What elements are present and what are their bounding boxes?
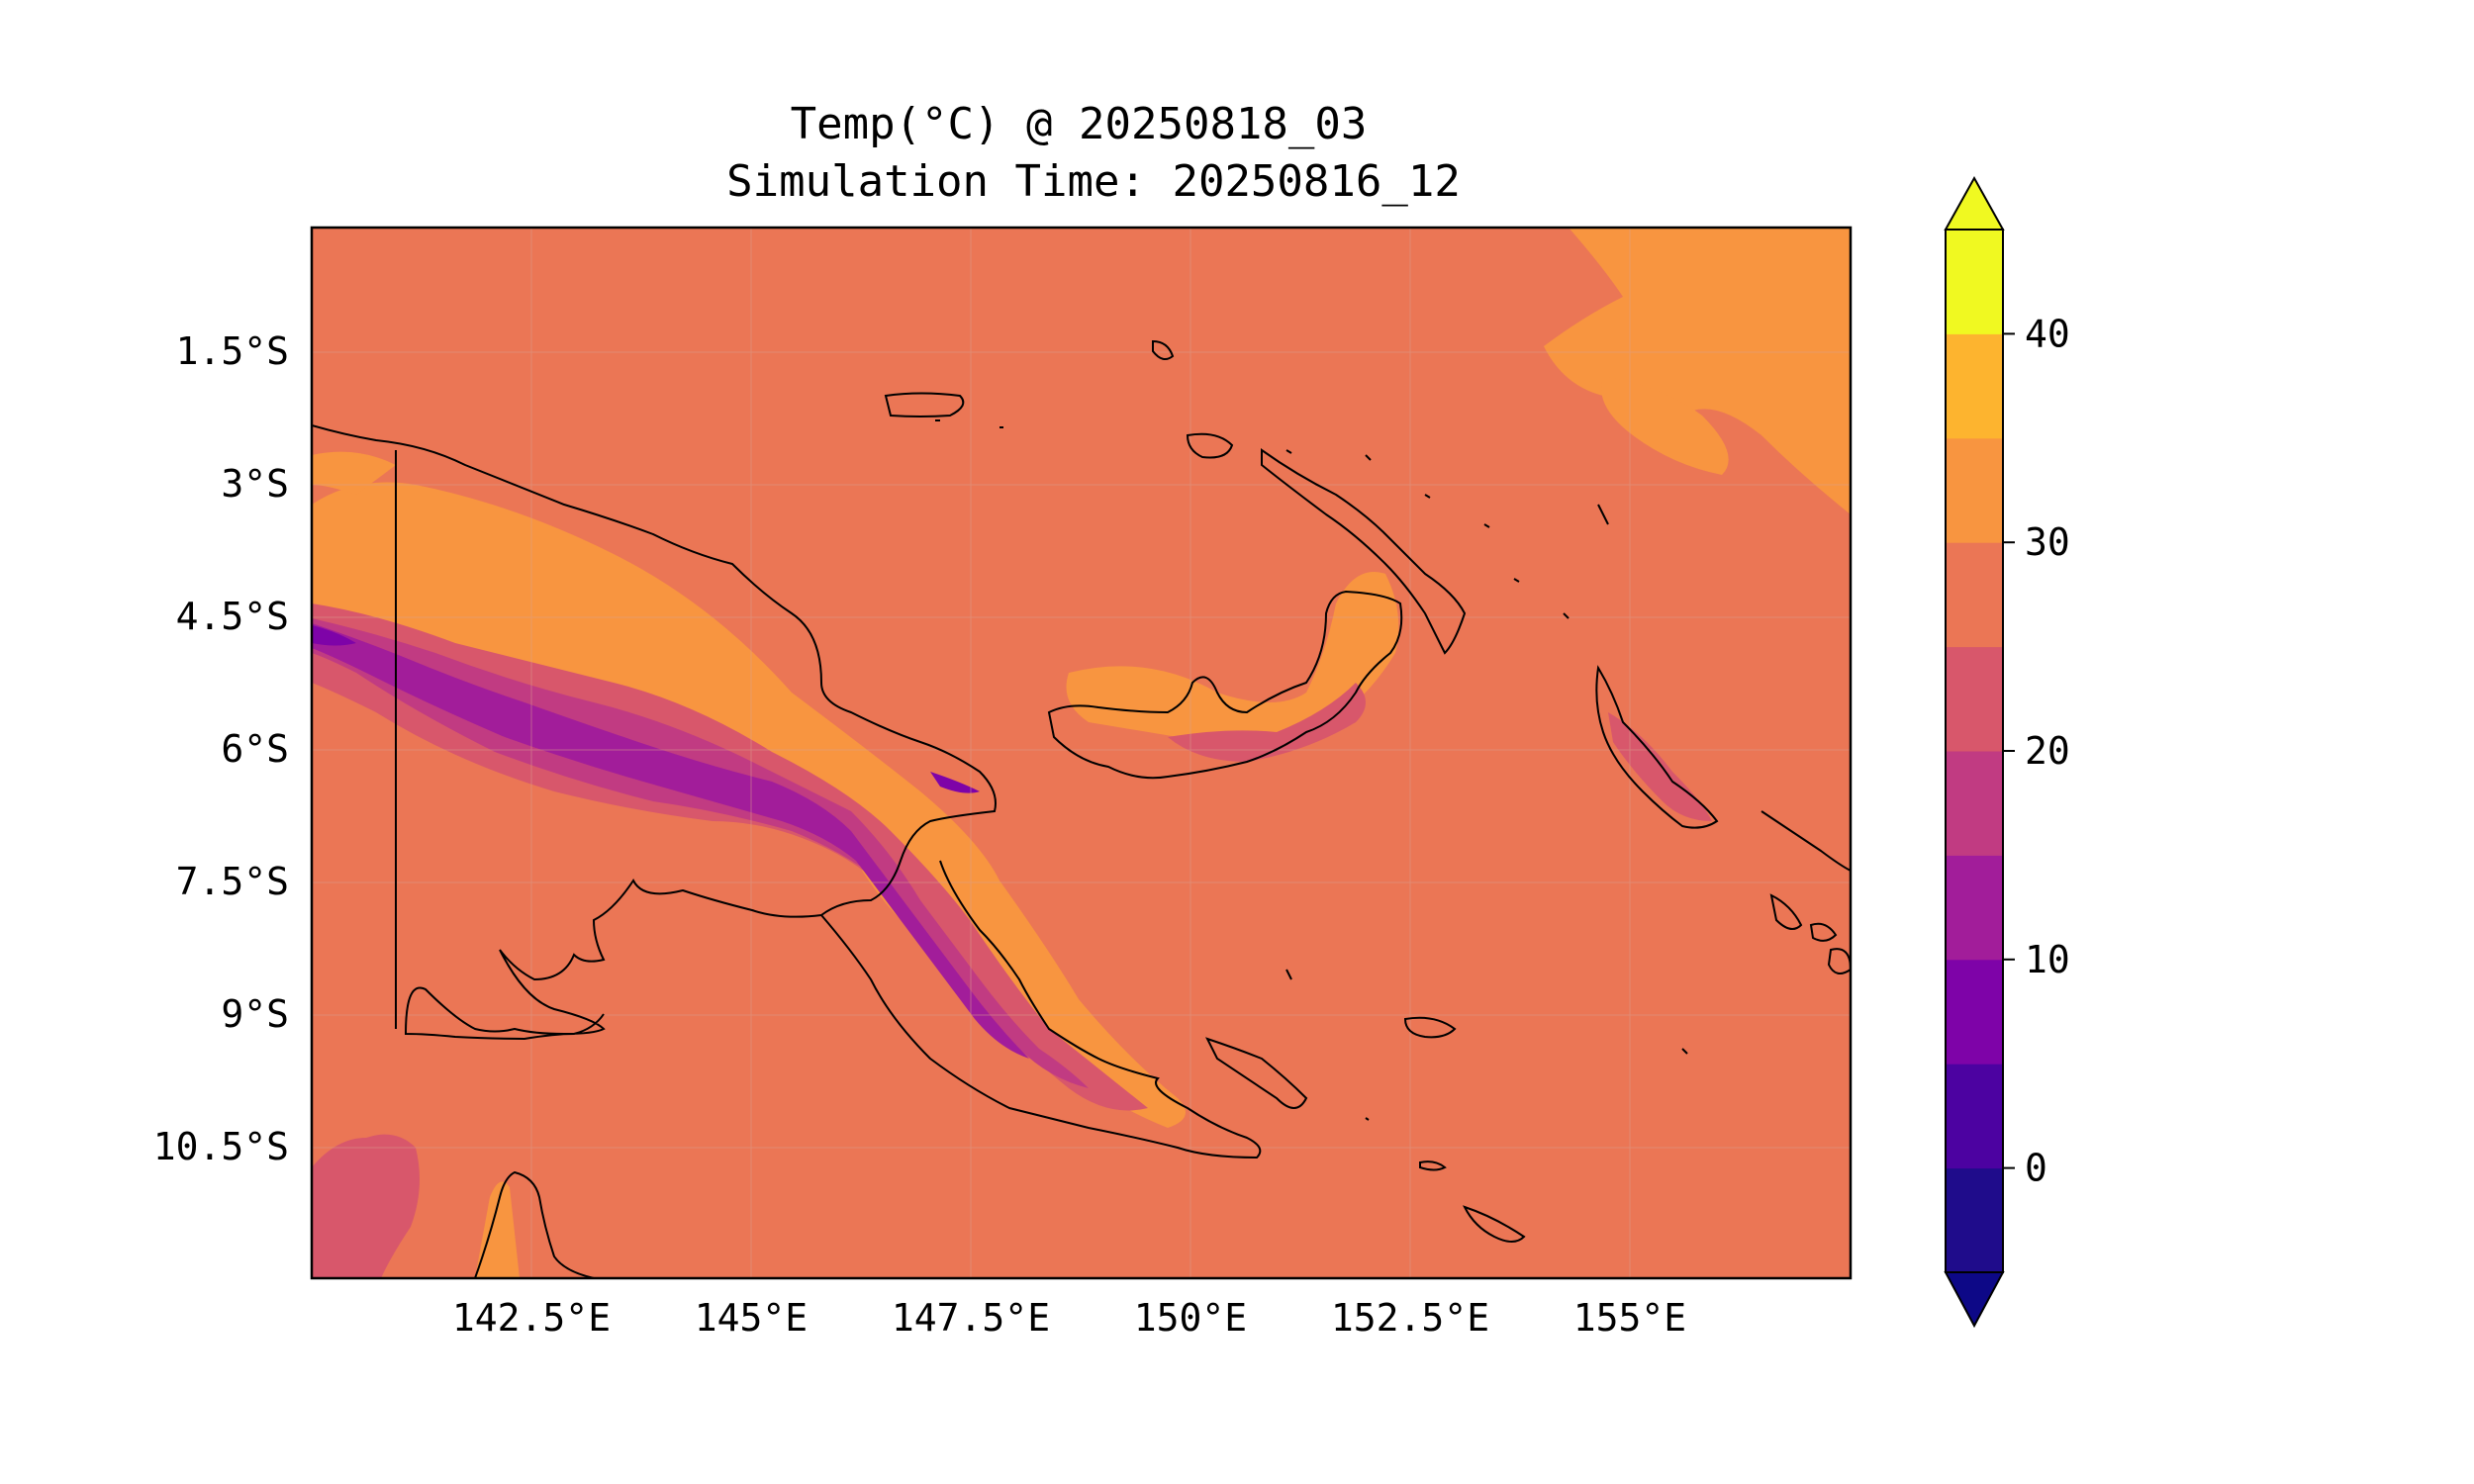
field-cool-bougainville	[1608, 712, 1712, 821]
field-warm-ne	[1544, 228, 1851, 514]
coast-solomons	[1760, 810, 1851, 974]
lon-label-1: 142.5°E	[452, 1296, 611, 1340]
colorbar: 0 10 20 30 40	[1944, 175, 2070, 1329]
lat-label-5: 7.5°S	[176, 860, 289, 903]
coast-island-2	[1152, 339, 1175, 361]
lat-label-1: 1.5°S	[176, 329, 289, 373]
colorbar-tick-label: 30	[2025, 520, 2070, 564]
coast-papuan-peninsula	[820, 860, 1262, 1159]
colorbar-ticks: 0 10 20 30 40	[2003, 312, 2070, 1190]
lat-label-3: 4.5°S	[176, 595, 289, 638]
coastlines	[312, 339, 1851, 1278]
coast-new-ireland	[1261, 448, 1467, 655]
colorbar-tick-label: 0	[2025, 1147, 2047, 1190]
field-cool-sw	[312, 1134, 420, 1278]
map-frame	[310, 226, 1853, 1280]
colorbar-segment	[1946, 646, 2003, 752]
title-line1: Temp(°C) @ 20250818_03	[791, 99, 1368, 149]
colorbar-tick-label: 40	[2025, 312, 2070, 355]
map-panel: 1.5°S 3°S 4.5°S 6°S 7.5°S 9°S 10.5°S 142…	[153, 226, 1853, 1340]
coast-island-5	[1463, 1205, 1526, 1243]
coast-island-1	[1186, 432, 1234, 459]
colorbar-segment	[1946, 333, 2003, 439]
field-warm-newbritain	[1066, 572, 1399, 746]
lat-label-4: 6°S	[221, 727, 289, 771]
colorbar-segment	[1946, 1167, 2003, 1273]
coast-australia	[474, 1170, 595, 1278]
colorbar-segment	[1946, 542, 2003, 648]
coast-new-britain	[1047, 590, 1403, 780]
field-warm-nw	[312, 451, 396, 495]
field-warm-capeyork	[475, 1181, 520, 1278]
field-cold-highlands	[312, 623, 1029, 1059]
coast-small-islands	[935, 419, 1688, 1121]
field-coldest-nw	[312, 625, 356, 646]
colorbar-extend-over	[1944, 175, 2005, 231]
lat-axis: 1.5°S 3°S 4.5°S 6°S 7.5°S 9°S 10.5°S	[153, 329, 289, 1168]
lon-label-6: 155°E	[1573, 1296, 1686, 1340]
colorbar-segments	[1946, 230, 2003, 1273]
colorbar-segment	[1946, 751, 2003, 856]
lon-label-5: 152.5°E	[1331, 1296, 1489, 1340]
colorbar-segment	[1946, 959, 2003, 1065]
colorbar-segment	[1946, 230, 2003, 334]
colorbar-tick-label: 10	[2025, 938, 2070, 981]
colorbar-segment	[1946, 437, 2003, 543]
lat-label-6: 9°S	[221, 992, 289, 1036]
coast-island-4	[1205, 1037, 1308, 1109]
field-warm-ne-2	[1601, 376, 1729, 475]
gridlines	[312, 228, 1851, 1278]
field-coldest-peak	[930, 772, 980, 793]
coast-new-guinea	[312, 424, 997, 1041]
colorbar-extend-under	[1944, 1271, 2005, 1329]
colorbar-segment	[1946, 855, 2003, 961]
coast-bougainville	[1595, 665, 1719, 829]
coast-manus	[884, 392, 965, 417]
colorbar-segment	[1946, 1064, 2003, 1169]
lon-label-4: 150°E	[1134, 1296, 1247, 1340]
title-line2: Simulation Time: 20250816_12	[726, 156, 1461, 207]
lon-label-2: 145°E	[695, 1296, 808, 1340]
lon-label-3: 147.5°E	[892, 1296, 1050, 1340]
temperature-field	[312, 228, 1851, 1278]
field-cool-newbritain	[1168, 683, 1366, 762]
lat-label-2: 3°S	[221, 462, 289, 506]
lon-axis: 142.5°E 145°E 147.5°E 150°E 152.5°E 155°…	[452, 1296, 1686, 1340]
lat-label-7: 10.5°S	[153, 1125, 289, 1168]
coast-island-6	[1419, 1160, 1447, 1171]
colorbar-tick-label: 20	[2025, 729, 2070, 773]
coast-island-3	[1403, 1016, 1457, 1039]
